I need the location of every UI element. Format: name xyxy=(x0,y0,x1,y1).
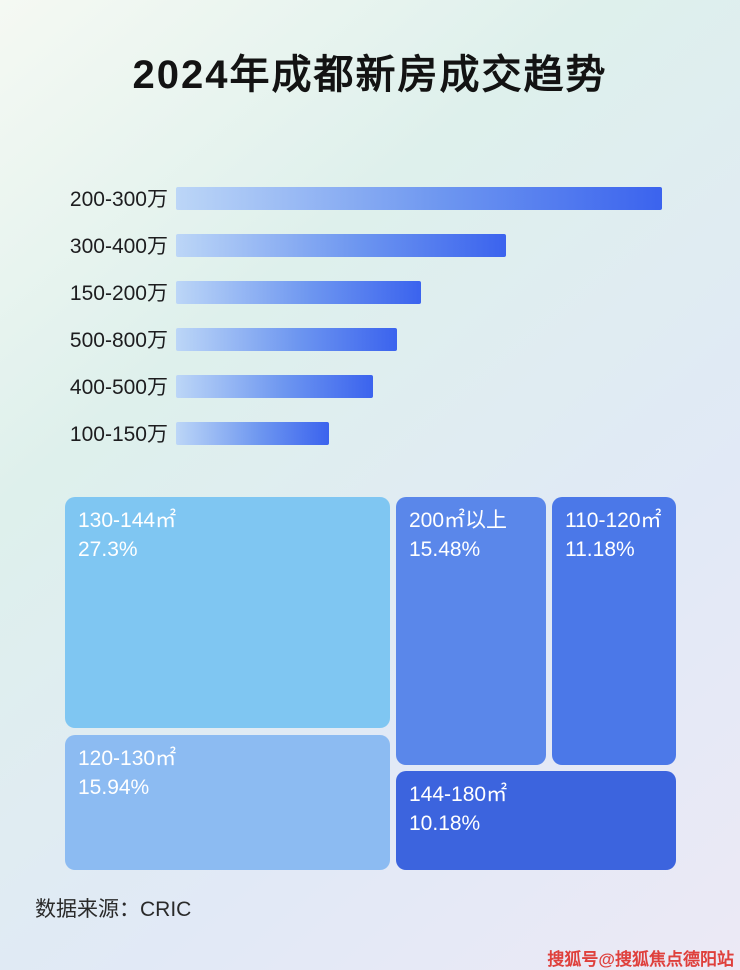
price-range-bar-chart: 200-300万 300-400万 150-200万 500-800万 400-500万… xyxy=(55,186,662,468)
treemap-block-label: 144-180㎡ xyxy=(409,783,508,806)
bar-row: 100-150万 xyxy=(55,421,662,446)
bar-row: 300-400万 xyxy=(55,233,662,258)
page-title: 2024年成都新房成交趋势 xyxy=(132,53,608,97)
bar-track xyxy=(176,186,662,210)
treemap-block-value: 27.3% xyxy=(78,538,138,562)
treemap-block-label: 130-144㎡ xyxy=(78,509,177,532)
bar xyxy=(176,280,422,304)
bar xyxy=(176,233,507,257)
bar-track xyxy=(176,280,662,304)
bar-category-label: 300-400万 xyxy=(69,235,168,258)
treemap-block: 110-120㎡ 11.18% xyxy=(552,497,676,765)
bar xyxy=(176,421,330,445)
bar-track xyxy=(176,233,662,257)
bar-track xyxy=(176,421,662,445)
bar-category-label: 400-500万 xyxy=(69,376,168,399)
treemap-block-value: 15.48% xyxy=(409,538,481,562)
treemap-block-value: 10.18% xyxy=(409,812,481,836)
bar-track xyxy=(176,374,662,398)
bar-category-label: 200-300万 xyxy=(69,188,168,211)
bar-track xyxy=(176,327,662,351)
treemap-block-value: 15.94% xyxy=(78,776,150,800)
treemap-block-label: 110-120㎡ xyxy=(565,509,662,532)
treemap-block-value: 11.18% xyxy=(565,538,635,562)
bar-category-label: 100-150万 xyxy=(69,423,168,446)
data-source-label: 数据来源：CRIC xyxy=(35,898,192,921)
treemap-block: 120-130㎡ 15.94% xyxy=(65,735,390,870)
area-share-treemap: 130-144㎡ 27.3% 200㎡以上 15.48% 110-120㎡ 11.18% 1… xyxy=(65,497,676,870)
treemap-block: 130-144㎡ 27.3% xyxy=(65,497,390,728)
bar-row: 400-500万 xyxy=(55,374,662,399)
bar-row: 500-800万 xyxy=(55,327,662,352)
bar-category-label: 150-200万 xyxy=(69,282,168,305)
bar xyxy=(176,327,397,351)
bar-row: 200-300万 xyxy=(55,186,662,211)
treemap-block-label: 120-130㎡ xyxy=(78,747,177,770)
treemap-block: 144-180㎡ 10.18% xyxy=(396,771,676,870)
bar xyxy=(176,186,662,210)
bar-category-label: 500-800万 xyxy=(69,329,168,352)
bar-row: 150-200万 xyxy=(55,280,662,305)
treemap-block: 200㎡以上 15.48% xyxy=(396,497,546,765)
bar xyxy=(176,374,374,398)
treemap-block-label: 200㎡以上 xyxy=(409,509,508,532)
watermark-text: 搜狐号@搜狐焦点德阳站 xyxy=(547,950,734,969)
